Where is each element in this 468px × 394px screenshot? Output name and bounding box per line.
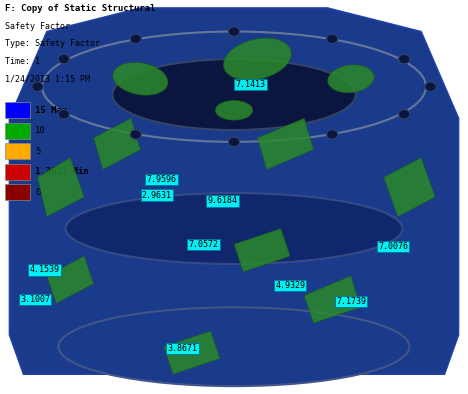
Text: 1/24/2013 1:15 PM: 1/24/2013 1:15 PM	[5, 75, 90, 84]
Ellipse shape	[223, 38, 292, 80]
Text: Type: Safety Factor: Type: Safety Factor	[5, 39, 100, 48]
Text: 7.9596: 7.9596	[146, 175, 176, 184]
Circle shape	[130, 34, 141, 44]
Circle shape	[58, 54, 69, 64]
Text: 4.9329: 4.9329	[275, 281, 305, 290]
Text: 7.1413: 7.1413	[235, 80, 265, 89]
Text: 2.9631: 2.9631	[142, 191, 172, 199]
Circle shape	[399, 110, 410, 119]
Ellipse shape	[112, 59, 356, 130]
Text: 7.0076: 7.0076	[378, 242, 408, 251]
Ellipse shape	[42, 32, 426, 142]
Ellipse shape	[66, 193, 402, 264]
Circle shape	[327, 34, 338, 44]
Circle shape	[399, 54, 410, 64]
Text: 15 Max: 15 Max	[35, 106, 67, 115]
Circle shape	[327, 130, 338, 139]
Circle shape	[32, 82, 43, 91]
Polygon shape	[94, 118, 140, 169]
Polygon shape	[47, 256, 94, 303]
Text: 3.1007: 3.1007	[20, 295, 50, 304]
Ellipse shape	[113, 62, 168, 95]
FancyBboxPatch shape	[5, 184, 30, 200]
Circle shape	[130, 130, 141, 139]
Ellipse shape	[58, 307, 410, 386]
Polygon shape	[257, 118, 314, 169]
Ellipse shape	[215, 100, 253, 120]
Text: Time: 1: Time: 1	[5, 57, 40, 66]
Text: 1.3611 Min: 1.3611 Min	[35, 167, 89, 176]
Text: 7.0572: 7.0572	[189, 240, 219, 249]
Text: Safety Factor: Safety Factor	[5, 22, 70, 31]
FancyBboxPatch shape	[5, 102, 30, 118]
FancyBboxPatch shape	[5, 164, 30, 180]
Circle shape	[425, 82, 436, 91]
Circle shape	[58, 110, 69, 119]
Polygon shape	[234, 229, 290, 272]
Circle shape	[228, 137, 240, 147]
Polygon shape	[37, 158, 84, 217]
Text: F: Copy of Static Structural: F: Copy of Static Structural	[5, 4, 155, 13]
Text: 7.1739: 7.1739	[336, 297, 366, 306]
Polygon shape	[164, 331, 220, 374]
FancyBboxPatch shape	[5, 143, 30, 159]
Text: 9.6184: 9.6184	[207, 197, 237, 205]
Text: 10: 10	[35, 126, 46, 135]
FancyBboxPatch shape	[5, 123, 30, 139]
Circle shape	[228, 27, 240, 36]
Text: 5: 5	[35, 147, 40, 156]
Polygon shape	[304, 276, 360, 323]
Polygon shape	[384, 158, 435, 217]
Text: 0: 0	[35, 188, 40, 197]
Text: 3.8671: 3.8671	[168, 344, 197, 353]
Polygon shape	[9, 8, 459, 374]
Text: 4.1539: 4.1539	[29, 266, 59, 274]
Ellipse shape	[328, 65, 374, 93]
